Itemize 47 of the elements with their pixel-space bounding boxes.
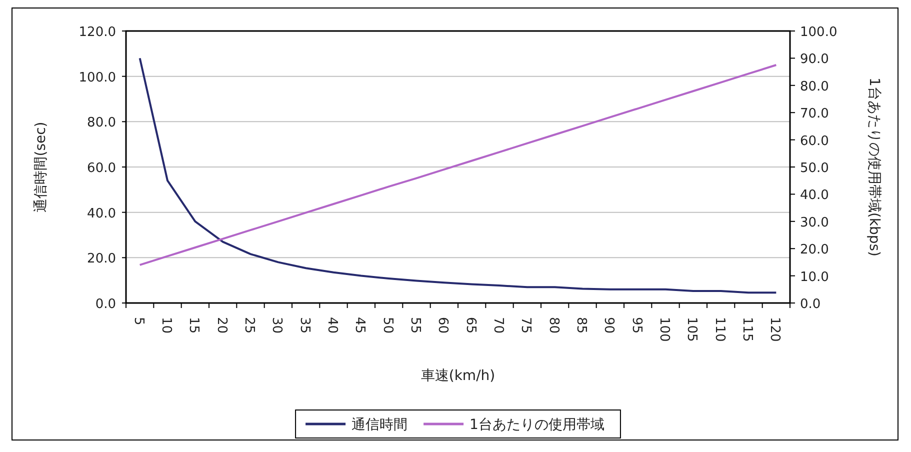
y2-axis-title: 1台あたりの使用帯域(kbps)	[866, 77, 882, 257]
legend-label: 通信時間	[352, 417, 408, 433]
x-tick-label: 40	[324, 317, 340, 334]
y-tick-label: 100.0	[78, 70, 116, 86]
x-tick-label: 105	[684, 317, 700, 342]
y2-tick-label: 40.0	[800, 188, 829, 204]
x-tick-label: 95	[628, 317, 644, 334]
x-tick-label: 75	[518, 317, 534, 334]
legend-label: 1台あたりの使用帯域	[470, 417, 604, 433]
x-tick-label: 20	[214, 317, 229, 334]
x-tick-label: 60	[435, 317, 450, 334]
x-tick-label: 30	[269, 317, 284, 334]
y2-tick-label: 70.0	[800, 106, 829, 122]
y2-tick-label: 10.0	[800, 270, 829, 285]
y-axis-title: 通信時間(sec)	[33, 122, 49, 212]
y-tick-label: 40.0	[87, 206, 116, 222]
x-tick-label: 35	[296, 317, 312, 334]
y-tick-label: 80.0	[87, 116, 116, 131]
y-tick-label: 20.0	[87, 252, 116, 267]
x-tick-label: 120	[767, 317, 782, 342]
y2-tick-label: 50.0	[800, 161, 829, 176]
y2-tick-label: 0.0	[800, 297, 821, 312]
y2-tick-label: 90.0	[800, 52, 829, 68]
x-tick-label: 45	[352, 317, 368, 334]
x-tick-label: 65	[462, 317, 478, 334]
y2-tick-label: 20.0	[800, 242, 829, 258]
x-tick-label: 110	[712, 317, 727, 342]
x-axis-title: 車速(km/h)	[420, 368, 496, 384]
x-tick-label: 80	[546, 317, 561, 334]
x-tick-label: 15	[186, 317, 202, 334]
y-tick-label: 0.0	[95, 297, 116, 312]
y2-tick-label: 100.0	[800, 25, 838, 40]
y2-tick-label: 60.0	[800, 134, 829, 149]
x-tick-label: 85	[574, 317, 588, 334]
y2-tick-label: 80.0	[800, 79, 829, 94]
y2-tick-label: 30.0	[800, 215, 829, 230]
x-tick-label: 55	[408, 317, 422, 334]
x-tick-label: 25	[242, 317, 256, 334]
y-tick-label: 60.0	[87, 161, 116, 176]
x-tick-label: 50	[380, 317, 395, 334]
x-tick-label: 90	[601, 317, 616, 334]
x-tick-label: 5	[130, 317, 146, 326]
x-tick-label: 70	[490, 317, 506, 334]
x-tick-label: 10	[158, 317, 174, 334]
x-tick-label: 115	[740, 317, 754, 342]
y-tick-label: 120.0	[78, 25, 116, 40]
x-tick-label: 100	[656, 317, 672, 342]
